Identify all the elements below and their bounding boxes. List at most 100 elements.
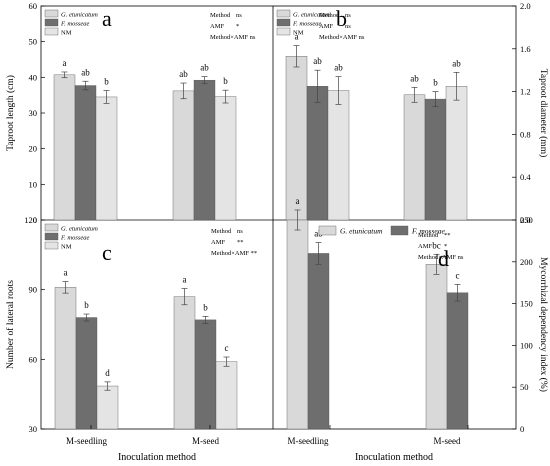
legend-label: NM <box>61 244 72 251</box>
outer-frame <box>40 5 517 430</box>
significance-letter: ab <box>334 63 343 73</box>
stats-text: Method×AMF ns <box>418 254 464 261</box>
bar <box>425 264 448 430</box>
x-category-label: M-seed <box>434 436 461 446</box>
y-tick-label: 0.4 <box>520 172 531 182</box>
significance-letter: ab <box>81 67 90 77</box>
legend-label: G. etunicatum <box>340 227 383 236</box>
stats-label: AMF <box>211 239 225 246</box>
legend-swatch <box>44 9 59 18</box>
x-axis-title-left: Inoculation method <box>118 452 196 463</box>
y-tick-label: 50 <box>520 382 529 392</box>
legend-swatch <box>276 18 291 27</box>
legend-swatch <box>318 225 337 236</box>
y-tick-label: 20 <box>29 144 38 154</box>
stats-label: Method <box>211 228 232 235</box>
significance-letter: a <box>63 58 67 68</box>
y-tick-label: 200 <box>520 257 533 267</box>
stats-label: AMF <box>210 23 224 30</box>
y-axis-label: Mycorrhizal dependency index (%) <box>538 257 549 392</box>
y-tick-label: 0 <box>33 215 37 225</box>
stats-value: ns <box>237 228 243 235</box>
x-category-label: M-seedling <box>66 436 107 446</box>
significance-letter: ab <box>179 69 188 79</box>
stats-value: ** <box>444 232 451 239</box>
bar <box>96 385 119 430</box>
stats-value: ns <box>345 23 351 30</box>
y-tick-label: 1.2 <box>520 87 531 97</box>
significance-letter: c <box>456 270 460 280</box>
stats-value: * <box>444 243 447 250</box>
x-category-label: M-seed <box>192 436 219 446</box>
significance-letter: b <box>223 76 228 86</box>
y-tick-label: 250 <box>520 215 533 225</box>
legend-label: G. etunicatum <box>293 12 330 19</box>
panel-letter: b <box>336 6 347 31</box>
bar <box>215 361 238 430</box>
legend-swatch <box>276 9 291 18</box>
bar <box>214 96 237 221</box>
y-tick-label: 120 <box>24 215 37 225</box>
bar <box>54 287 77 430</box>
legend-swatch <box>44 232 59 241</box>
x-category-label: M-seedling <box>288 436 329 446</box>
panel-b: 0.0 0.4 0.8 1.2 1.6 2.0 Taproot diameter (mm) a… <box>276 1 549 225</box>
significance-letter: ab <box>313 56 322 66</box>
legend-label: F. mosseae <box>60 21 90 28</box>
legend-swatch <box>44 27 59 36</box>
significance-letter: b <box>104 77 109 87</box>
significance-letter: bc <box>432 240 441 250</box>
bar <box>75 317 98 430</box>
y-tick-label: 40 <box>29 72 38 82</box>
y-tick-label: 60 <box>29 354 38 364</box>
legend-label: F. mosseae <box>411 227 445 236</box>
significance-letter: ab <box>452 58 461 68</box>
bar <box>445 86 468 221</box>
stats-value: ** <box>237 239 244 246</box>
panel-letter: d <box>438 246 449 271</box>
panel-letter: c <box>102 240 112 265</box>
bar <box>53 74 76 221</box>
significance-letter: ab <box>410 73 419 83</box>
bar <box>173 296 196 430</box>
legend-swatch <box>44 241 59 250</box>
bar <box>307 253 330 430</box>
significance-letter: b <box>203 302 208 312</box>
stats-label: AMF <box>319 23 333 30</box>
stats-label: AMF <box>418 243 432 250</box>
significance-letter: b <box>84 300 89 310</box>
y-tick-label: 90 <box>29 285 38 295</box>
y-axis-label: Taproot length (cm) <box>5 75 16 151</box>
legend-label: NM <box>61 30 72 37</box>
y-tick-label: 150 <box>520 299 533 309</box>
y-tick-label: 100 <box>520 340 533 350</box>
significance-letter: ab <box>314 229 323 239</box>
bar <box>286 219 309 430</box>
legend-label: F. mosseae <box>292 21 322 28</box>
y-tick-label: 0.8 <box>520 129 531 139</box>
legend-label: G. etunicatum <box>61 226 98 233</box>
legend-swatch <box>276 27 291 36</box>
stats-label: Method <box>319 12 340 19</box>
stats-label: Method <box>418 232 439 239</box>
stats-text: Method×AMF ns <box>210 34 256 41</box>
bar <box>74 85 97 221</box>
significance-letter: a <box>183 275 187 285</box>
panel-c: 30 60 90 120 Number of lateral roots a a b b d c M-… <box>5 215 257 446</box>
stats-text: Method×AMF ** <box>211 250 257 257</box>
bar <box>424 98 447 221</box>
y-tick-label: 30 <box>29 424 38 434</box>
legend-swatch <box>390 225 409 236</box>
stats-value: ns <box>345 12 351 19</box>
y-tick-label: 2.0 <box>520 1 531 11</box>
y-tick-label: 60 <box>29 1 38 11</box>
bar <box>327 90 350 221</box>
stats-value: ns <box>236 12 242 19</box>
bar <box>193 79 216 221</box>
stats-text: Method×AMF ns <box>319 34 365 41</box>
y-tick-label: 50 <box>29 37 38 47</box>
legend-label: F. mosseae <box>60 235 90 242</box>
